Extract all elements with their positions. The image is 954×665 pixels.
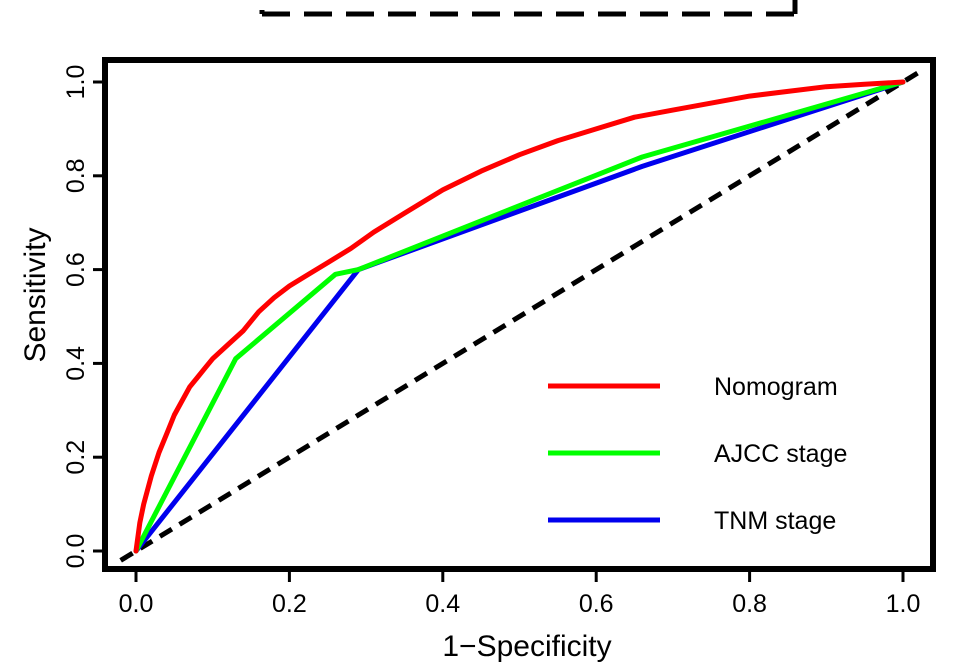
x-axis: 0.0 0.2 0.4 0.6 0.8 1.0	[119, 569, 921, 618]
x-tick-label: 1.0	[886, 590, 921, 618]
plot-frame	[102, 57, 936, 572]
reference-diagonal-line	[119, 70, 920, 563]
title-box-fragment	[259, 0, 798, 17]
x-tick-label: 0.8	[732, 590, 767, 618]
legend-label-tnm-stage: TNM stage	[714, 507, 836, 535]
y-tick-label: 0.2	[62, 440, 90, 475]
y-tick-label: 0.0	[62, 534, 90, 569]
legend-label-nomogram: Nomogram	[714, 373, 838, 401]
plot-area	[119, 70, 920, 563]
x-tick-label: 0.4	[425, 590, 460, 618]
legend-label-ajcc-stage: AJCC stage	[714, 440, 847, 468]
y-tick-label: 0.6	[62, 252, 90, 287]
series-line-tnm-stage	[133, 79, 906, 554]
x-tick-label: 0.0	[119, 590, 154, 618]
y-tick-label: 0.4	[62, 346, 90, 381]
x-axis-title: 1−Specificity	[442, 630, 611, 663]
y-axis: 0.0 0.2 0.4 0.6 0.8 1.0	[62, 65, 105, 569]
y-tick-label: 0.8	[62, 158, 90, 193]
y-axis-title: Sensitivity	[19, 227, 52, 362]
x-tick-label: 0.2	[272, 590, 307, 618]
legend: Nomogram AJCC stage TNM stage	[548, 373, 847, 535]
series-line-nomogram	[133, 79, 906, 554]
x-tick-label: 0.6	[579, 590, 614, 618]
y-tick-label: 1.0	[62, 65, 90, 100]
series-line-ajcc-stage	[133, 79, 906, 554]
